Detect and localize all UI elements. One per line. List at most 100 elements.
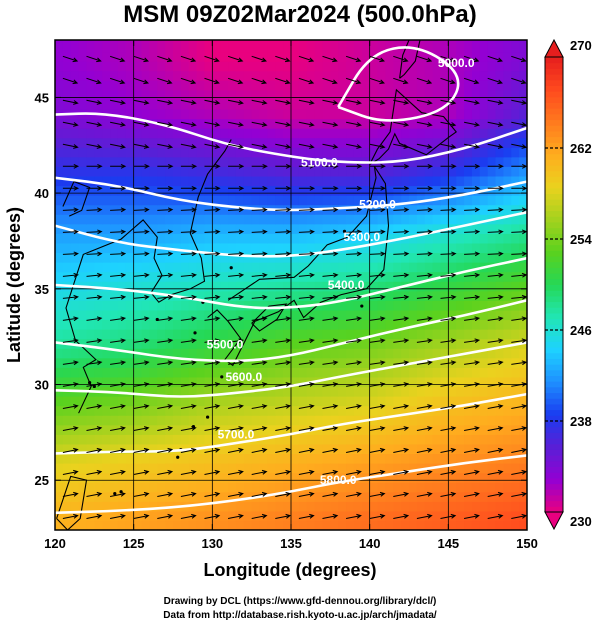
colorbar-segment	[545, 267, 563, 274]
heat-cell	[62, 262, 72, 273]
colorbar-segment	[545, 273, 563, 280]
wind-arrow	[369, 163, 386, 169]
wind-arrow	[298, 404, 315, 409]
wind-arrow	[440, 77, 456, 85]
heat-cell	[495, 520, 504, 530]
heat-cell	[70, 348, 80, 359]
heat-cell	[353, 415, 363, 426]
heat-cell	[173, 520, 182, 530]
heat-cell	[377, 166, 386, 177]
wind-arrow	[228, 185, 245, 191]
heat-cell	[361, 262, 371, 273]
heat-cell	[180, 51, 190, 62]
heat-cell	[157, 300, 166, 311]
heat-cell	[149, 223, 158, 234]
heat-cell	[291, 319, 300, 330]
heat-cell	[314, 443, 324, 455]
heat-cell	[173, 396, 182, 407]
heat-cell	[314, 89, 324, 100]
colorbar-max-triangle	[544, 38, 564, 58]
heat-cell	[125, 80, 135, 91]
heat-cell	[401, 463, 410, 474]
heat-cell	[456, 453, 465, 464]
wind-arrow	[298, 55, 315, 63]
heat-cell	[479, 472, 489, 483]
heat-cell	[440, 185, 449, 196]
heat-cell	[243, 348, 253, 359]
heat-cell	[228, 386, 237, 397]
heat-cell	[503, 501, 512, 512]
wind-arrow	[416, 143, 433, 149]
heat-cell	[519, 40, 527, 43]
heat-cell	[416, 348, 426, 359]
heat-cell	[369, 281, 379, 292]
wind-arrow	[110, 251, 127, 257]
wind-arrow	[393, 121, 410, 127]
heat-cell	[267, 405, 276, 416]
heat-cell	[180, 338, 190, 349]
heat-cell	[283, 434, 292, 445]
heat-cell	[70, 463, 80, 474]
heat-cell	[173, 357, 182, 368]
wind-arrow	[157, 143, 174, 149]
heat-cell	[228, 156, 237, 167]
heat-cell	[173, 214, 182, 225]
wind-arrow	[133, 143, 150, 149]
heat-cell	[267, 376, 276, 388]
heat-cell	[401, 156, 410, 167]
heat-cell	[243, 185, 253, 196]
heat-cell	[369, 223, 379, 234]
heat-cell	[519, 463, 527, 474]
heat-cell	[503, 214, 512, 225]
heat-cell	[330, 128, 339, 139]
heat-cell	[259, 338, 268, 349]
heat-cell	[424, 300, 434, 311]
heat-cell	[464, 223, 473, 234]
heat-cell	[141, 61, 150, 72]
heat-cell	[196, 309, 206, 321]
heat-cell	[298, 223, 308, 234]
heat-cell	[511, 147, 520, 158]
heat-cell	[519, 242, 527, 254]
heat-cell	[275, 242, 284, 254]
heat-cell	[86, 99, 95, 110]
heat-cell	[188, 281, 198, 292]
heat-cell	[479, 453, 489, 464]
heat-cell	[86, 329, 95, 340]
heat-cell	[487, 195, 497, 206]
wind-arrow	[416, 338, 433, 344]
heat-cell	[519, 252, 527, 263]
heat-cell	[416, 329, 426, 340]
heat-cell	[78, 137, 88, 148]
heat-cell	[291, 51, 300, 62]
heat-cell	[519, 329, 527, 340]
heat-cell	[322, 147, 331, 158]
heat-cell	[432, 415, 442, 426]
heat-cell	[330, 41, 339, 53]
colorbar-segment	[545, 216, 563, 223]
heat-cell	[220, 367, 229, 378]
heat-cell	[448, 472, 457, 483]
heat-cell	[141, 386, 150, 397]
heat-cell	[353, 166, 363, 177]
heat-cell	[361, 175, 371, 187]
heat-cell	[220, 309, 229, 321]
heat-cell	[519, 501, 527, 512]
heat-cell	[228, 357, 237, 368]
heat-cell	[62, 70, 72, 81]
heat-cell	[424, 319, 434, 330]
heat-cell	[149, 453, 158, 464]
island-marker	[342, 229, 347, 234]
heat-cell	[464, 70, 473, 81]
heat-cell	[117, 415, 127, 426]
wind-arrow	[204, 99, 221, 105]
heat-cell	[440, 367, 449, 378]
colorbar-tick-label: 246	[570, 323, 592, 338]
heat-cell	[322, 185, 331, 196]
colorbar-tick-label: 270	[570, 38, 592, 53]
wind-arrow	[110, 121, 126, 127]
heat-cell	[62, 329, 72, 340]
heat-cell	[267, 415, 276, 426]
wind-arrow	[416, 207, 433, 213]
wind-arrow	[275, 121, 292, 127]
